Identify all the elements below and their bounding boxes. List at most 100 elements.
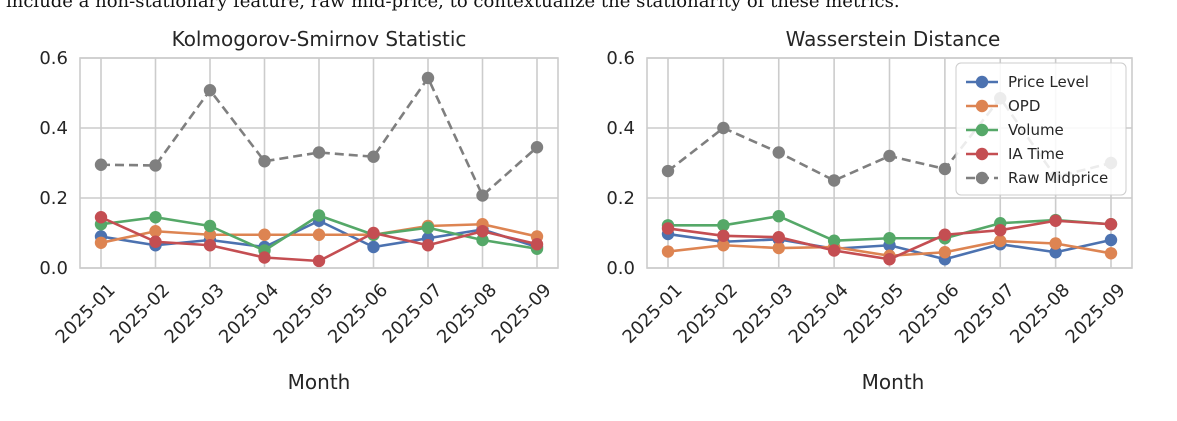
data-point-raw-midprice — [883, 149, 896, 163]
data-point-raw-midprice — [94, 158, 108, 171]
y-tick-labels: 0.0 0.2 0.4 0.6 — [606, 48, 635, 279]
data-point-raw-midprice — [661, 164, 675, 178]
legend-swatch-marker — [975, 171, 989, 185]
x-tick-labels: 2025-012025-022025-032025-042025-052025-… — [619, 280, 1130, 348]
x-axis-label: Month — [288, 370, 351, 394]
legend-label: OPD — [1008, 97, 1040, 115]
data-point-ia-time — [994, 224, 1007, 237]
x-tick-label: 2025-04 — [785, 280, 853, 348]
series-line-raw-midprice — [100, 76, 538, 197]
x-tick-label: 2025-09 — [1062, 280, 1130, 348]
data-point-price-level — [367, 240, 380, 254]
caption-text: include a non-stationary feature, raw mi… — [6, 0, 900, 11]
chart-wasserstein: Wasserstein Distance 0.0 0.2 0.4 0.6 2025-0… — [606, 27, 1133, 394]
y-tick-labels: 0.0 0.2 0.4 0.6 — [39, 48, 68, 279]
legend-label: Volume — [1008, 121, 1064, 139]
y-tick-label: 0.6 — [39, 48, 68, 69]
data-point-volume — [421, 221, 435, 234]
data-point-ia-time — [1049, 214, 1062, 227]
data-point-ia-time — [827, 244, 841, 257]
data-point-ia-time — [717, 229, 730, 242]
data-point-volume — [203, 219, 217, 233]
chart-ks: Kolmogorov-Smirnov Statistic 0.00.20.40.… — [39, 27, 559, 394]
data-point-raw-midprice — [476, 189, 489, 202]
data-point-volume — [312, 209, 326, 222]
data-point-raw-midprice — [258, 155, 271, 168]
data-point-raw-midprice — [772, 146, 785, 159]
data-point-ia-time — [938, 228, 952, 241]
x-tick-label: 2025-09 — [488, 280, 556, 348]
data-point-opd — [1049, 237, 1062, 250]
data-point-volume — [827, 234, 841, 247]
legend-label: IA Time — [1008, 145, 1064, 163]
data-point-volume — [149, 211, 162, 224]
legend-label: Raw Midprice — [1008, 169, 1108, 187]
data-point-opd — [1104, 247, 1118, 260]
data-point-raw-midprice — [149, 159, 162, 172]
data-point-opd — [772, 241, 785, 255]
data-point-price-level — [1049, 246, 1062, 259]
chart-title: Wasserstein Distance — [786, 27, 1001, 51]
data-point-opd — [149, 225, 162, 238]
data-point-raw-midprice — [530, 141, 544, 154]
y-tick-label: 0.6 — [606, 48, 635, 69]
x-tick-label: 2025-03 — [729, 280, 797, 348]
x-tick-label: 2025-01 — [619, 280, 687, 348]
data-point-raw-midprice — [717, 121, 730, 135]
legend-swatch-marker — [975, 75, 989, 89]
data-point-opd — [661, 245, 675, 258]
data-point-volume — [717, 219, 730, 232]
legend-label: Price Level — [1008, 73, 1089, 91]
legend-swatch-marker — [975, 123, 989, 137]
data-point-opd — [994, 234, 1007, 248]
data-point-raw-midprice — [421, 71, 435, 85]
data-point-opd — [258, 228, 271, 241]
data-point-volume — [883, 232, 896, 245]
data-point-opd — [312, 228, 326, 241]
data-point-opd — [203, 228, 217, 241]
data-point-ia-time — [149, 235, 162, 248]
y-tick-label: 0.4 — [606, 118, 635, 139]
data-point-raw-midprice — [312, 146, 326, 159]
data-point-opd — [94, 236, 108, 249]
data-point-ia-time — [203, 239, 217, 252]
data-point-ia-time — [421, 239, 435, 252]
data-point-raw-midprice — [938, 162, 952, 176]
plot-frame — [79, 57, 559, 269]
data-point-ia-time — [661, 222, 675, 235]
legend-swatch-marker — [975, 99, 989, 113]
data-point-ia-time — [883, 253, 896, 266]
chart-title: Kolmogorov-Smirnov Statistic — [172, 27, 467, 51]
data-point-ia-time — [1104, 218, 1118, 231]
series-layer — [94, 71, 544, 268]
x-tick-labels: 2025-012025-022025-032025-042025-052025-… — [52, 280, 556, 348]
plot-frame — [646, 57, 1133, 269]
legend-swatch-marker — [975, 147, 989, 161]
data-point-ia-time — [94, 211, 108, 224]
data-point-ia-time — [772, 231, 785, 244]
x-tick-label: 2025-07 — [951, 280, 1019, 348]
data-point-raw-midprice — [203, 84, 217, 97]
y-tick-label: 0.2 — [606, 188, 635, 209]
x-tick-label: 2025-02 — [674, 280, 742, 348]
data-point-ia-time — [367, 226, 380, 240]
data-point-opd — [717, 239, 730, 252]
data-point-opd — [938, 246, 952, 259]
data-point-volume — [772, 210, 785, 223]
data-point-ia-time — [312, 254, 326, 268]
data-point-ia-time — [530, 238, 544, 251]
data-point-ia-time — [476, 225, 489, 238]
y-tick-label: 0.2 — [39, 188, 68, 209]
legend: Price Level OPD Volume IA Time Raw Midprice — [955, 62, 1127, 196]
x-tick-label: 2025-08 — [1006, 280, 1074, 348]
data-point-volume — [476, 233, 489, 247]
data-point-raw-midprice — [827, 174, 841, 187]
x-axis-label: Month — [862, 370, 925, 394]
data-point-price-level — [1104, 233, 1118, 247]
y-tick-label: 0.0 — [39, 258, 68, 279]
data-point-raw-midprice — [367, 150, 380, 163]
x-tick-label: 2025-06 — [895, 280, 963, 348]
data-point-ia-time — [258, 251, 271, 264]
y-tick-label: 0.4 — [39, 118, 68, 139]
